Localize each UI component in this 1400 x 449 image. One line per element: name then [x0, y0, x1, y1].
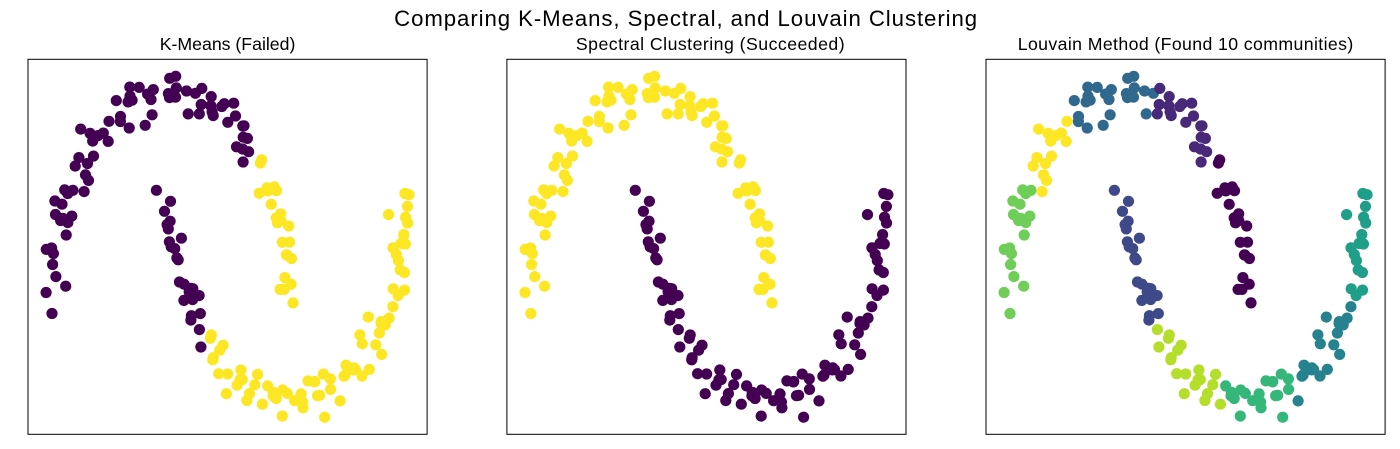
svg-text:K-Means (Failed): K-Means (Failed) — [160, 34, 296, 54]
svg-text:Spectral Clustering (Succeeded: Spectral Clustering (Succeeded) — [576, 34, 845, 54]
svg-text:Louvain Method (Found 10 commu: Louvain Method (Found 10 communities) — [1018, 34, 1354, 54]
svg-text:Comparing K-Means, Spectral, a: Comparing K-Means, Spectral, and Louvain… — [394, 6, 978, 31]
